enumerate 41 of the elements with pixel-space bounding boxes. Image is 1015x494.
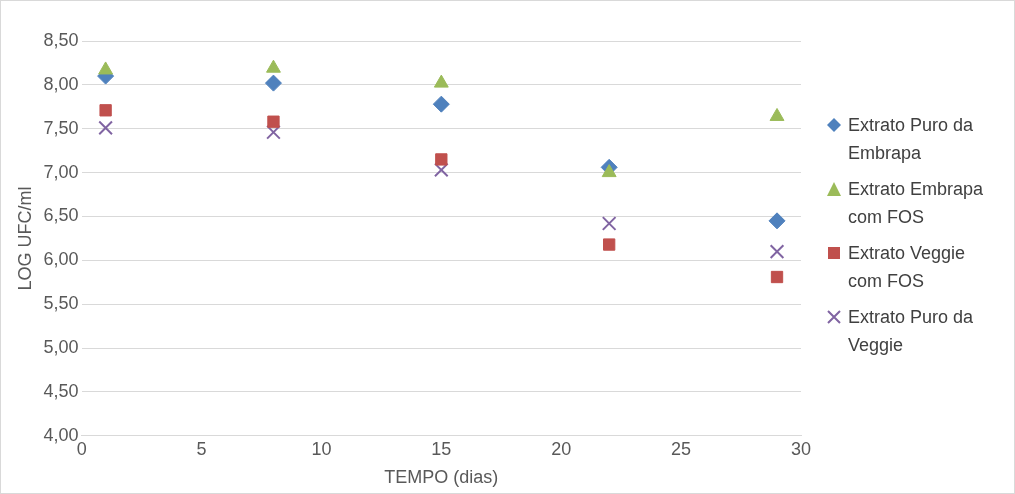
point [603,238,616,251]
y-tick-label: 7,50 [43,117,79,138]
y-tick-label: 8,00 [43,73,79,94]
point [770,270,784,284]
point [769,244,785,259]
x-axis-title: TEMPO (dias) [384,467,499,488]
point [433,74,449,88]
point [266,124,281,140]
point [768,212,786,230]
point [433,162,449,178]
y-tick-label: 7,00 [43,161,79,182]
x-tick-label: 25 [671,438,692,459]
point [98,120,113,136]
x-tick-label: 10 [311,438,332,459]
x-tick-label: 0 [76,438,87,459]
point [98,61,114,75]
y-tick-label: 8,50 [43,29,79,50]
point [267,115,280,128]
y-axis-title: LOG UFC/ml [14,186,35,291]
point [266,59,281,73]
x-tick-label: 15 [431,438,452,459]
point [769,107,785,121]
y-tick-label: 6,50 [43,205,79,226]
point [99,104,112,117]
legend-label: Extrato Embrapa com FOS [848,178,985,229]
y-tick-label: 6,00 [43,249,79,270]
point [601,164,617,178]
point [435,153,448,166]
legend-label: Extrato Puro da Veggie [848,306,975,357]
y-tick-label: 5,00 [43,337,79,358]
point [601,216,617,231]
x-tick-label: 30 [790,438,812,459]
x-tick-label: 20 [551,438,572,459]
legend-label: Extrato Puro da Embrapa [848,114,975,165]
y-tick-label: 4,50 [43,380,79,401]
x-tick-label: 5 [196,438,207,459]
y-tick-label: 5,50 [43,293,79,314]
legend-label: Extrato Veggie com FOS [848,242,967,293]
point [432,95,450,113]
y-tick-label: 4,00 [43,424,79,445]
point [264,74,282,92]
